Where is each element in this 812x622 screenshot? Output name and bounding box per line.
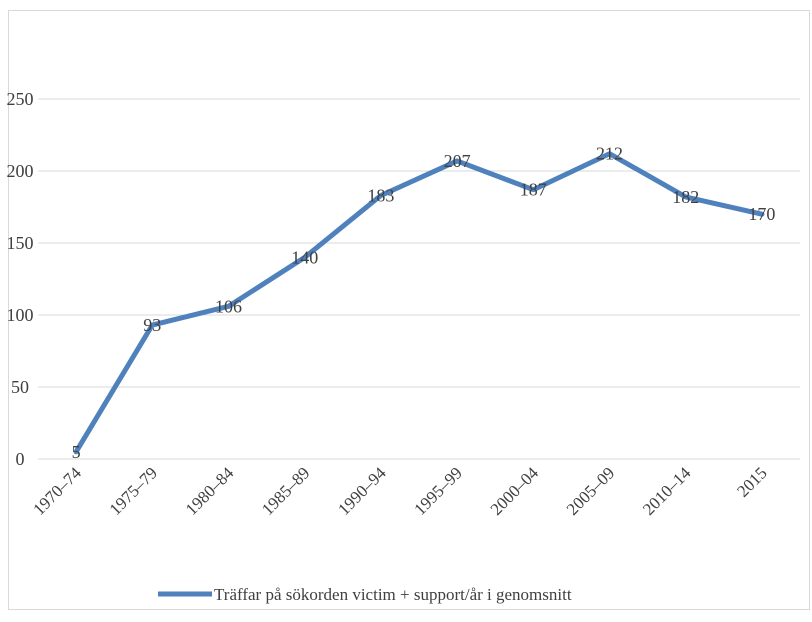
- x-tick-label: 2015: [733, 463, 770, 500]
- x-tick-label: 1990–94: [334, 463, 390, 519]
- data-label: 183: [367, 185, 394, 205]
- y-tick-label: 250: [7, 89, 34, 109]
- x-axis-ticks: 1970–74 1975–79 1980–84 1985–89 1990–94 1995–…: [29, 463, 770, 519]
- gridlines: [38, 98, 800, 460]
- y-tick-label: 100: [7, 305, 34, 325]
- y-tick-label: 150: [7, 233, 34, 253]
- y-tick-label: 0: [16, 449, 25, 469]
- data-label: 106: [215, 296, 242, 316]
- series-lines: [73, 151, 765, 455]
- x-tick-label: 1995–99: [410, 463, 466, 519]
- data-label: 140: [291, 247, 318, 267]
- x-tick-label: 1980–84: [182, 463, 238, 519]
- data-label: 212: [596, 144, 623, 164]
- data-label: 93: [143, 315, 161, 335]
- data-label: 207: [444, 151, 471, 171]
- chart-frame: [8, 10, 810, 610]
- legend-label: Träffar på sökorden victim + support/år …: [214, 585, 572, 604]
- x-tick-label: 2010–14: [639, 463, 695, 519]
- x-tick-label: 1970–74: [29, 463, 85, 519]
- y-axis-ticks: 0 50 100 150 200 250: [7, 89, 34, 469]
- data-label: 170: [748, 204, 775, 224]
- x-tick-label: 2005–09: [563, 463, 619, 519]
- data-label: 182: [672, 187, 699, 207]
- data-labels: 5 93 106 140 183 207 187 212 182 170: [72, 144, 776, 462]
- x-tick-label: 2000–04: [487, 463, 543, 519]
- data-label: 187: [520, 180, 547, 200]
- x-tick-label: 1985–89: [258, 463, 314, 519]
- x-tick-label: 1975–79: [106, 463, 162, 519]
- legend: Träffar på sökorden victim + support/år …: [158, 585, 572, 604]
- data-label: 5: [72, 442, 81, 462]
- series-line: [73, 151, 765, 455]
- y-tick-label: 50: [11, 377, 29, 397]
- y-tick-label: 200: [7, 161, 34, 181]
